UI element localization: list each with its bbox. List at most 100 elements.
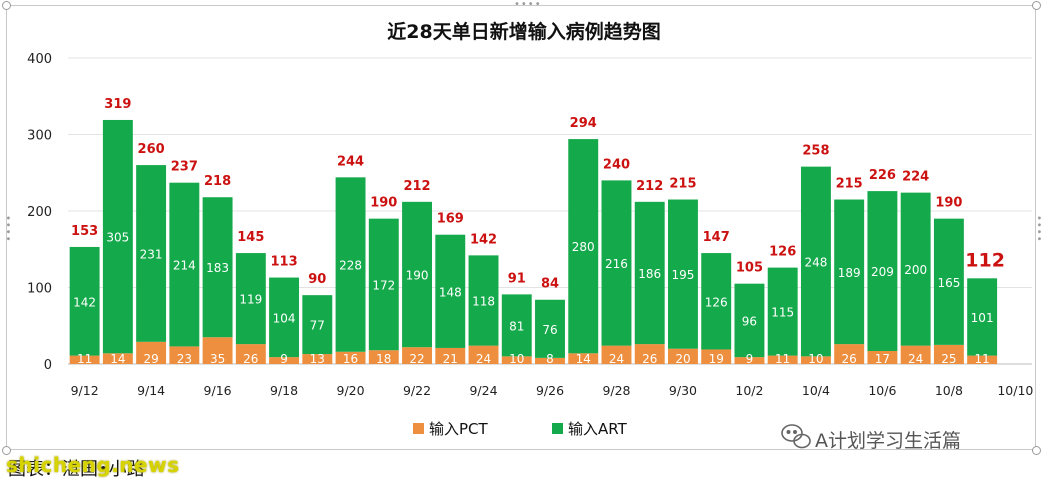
data-label-pct: 14 — [576, 352, 591, 366]
data-label-pct: 11 — [775, 352, 790, 366]
data-label-total: 153 — [71, 224, 98, 239]
data-label-total: 212 — [403, 179, 430, 194]
data-label-art: 104 — [273, 311, 296, 325]
bar-segment-pct — [535, 357, 565, 364]
data-label-art: 195 — [672, 268, 695, 282]
bar-segment-pct — [468, 345, 499, 364]
data-label-total: 218 — [204, 174, 231, 189]
x-tick-label: 10/2 — [735, 383, 763, 398]
data-label-total: 294 — [570, 116, 597, 131]
bar-segment-pct — [102, 353, 133, 364]
resize-handle-top[interactable]: •••• — [514, 0, 542, 10]
data-label-pct: 24 — [476, 352, 491, 366]
data-label-pct: 14 — [110, 352, 125, 366]
resize-handle-right[interactable]: •••• — [1033, 215, 1044, 243]
bar-segment-pct — [402, 347, 432, 364]
bar-segment-pct — [169, 346, 200, 364]
bar-segment-art — [102, 119, 133, 354]
data-label-pct: 26 — [642, 352, 657, 366]
data-label-total: 319 — [104, 97, 131, 112]
data-label-art: 189 — [838, 266, 861, 280]
x-tick-label: 10/6 — [868, 383, 896, 398]
data-label-art: 81 — [509, 319, 524, 333]
bar-segment-art — [69, 246, 100, 356]
legend: 输入PCT 输入ART — [413, 420, 628, 438]
legend-swatch — [413, 423, 424, 434]
data-label-art: 231 — [140, 247, 163, 261]
bar-segment-art — [402, 201, 432, 348]
bar-segment-pct — [368, 350, 399, 364]
bar-segment-pct — [767, 355, 798, 364]
wechat-icon — [781, 424, 811, 449]
resize-handle-left[interactable]: •••• — [2, 215, 13, 243]
bar-segment-art — [767, 267, 798, 356]
bar-segment-art — [335, 177, 366, 352]
x-tick-label: 9/30 — [669, 383, 697, 398]
data-label-pct: 11 — [77, 352, 92, 366]
data-label-art: 172 — [372, 278, 395, 292]
data-label-pct: 11 — [974, 352, 989, 366]
data-label-art: 200 — [904, 263, 927, 277]
bar-segment-pct — [701, 349, 732, 364]
data-label-pct: 13 — [310, 352, 325, 366]
data-label-art: 186 — [638, 267, 661, 281]
x-axis: 9/12 9/14 9/16 9/18 9/20 9/22 9/24 9/26 9/28 9/30… — [71, 383, 1034, 398]
data-label-total: 126 — [769, 245, 796, 260]
data-label-total: 224 — [902, 170, 929, 185]
resize-handle-top-left[interactable] — [2, 1, 11, 10]
bar-segment-art — [967, 278, 998, 356]
chart-title: 近28天单日新增输入病例趋势图 — [387, 20, 660, 43]
data-label-pct: 26 — [243, 352, 258, 366]
data-label-total: 212 — [636, 179, 663, 194]
data-label-pct: 8 — [546, 352, 554, 366]
x-tick-label: 9/16 — [204, 383, 232, 398]
bar-segment-art — [535, 299, 565, 358]
bar-segment-pct — [136, 341, 167, 364]
bar-segment-pct — [335, 351, 366, 364]
bar-segment-art — [601, 180, 632, 346]
bar-segment-pct — [568, 353, 599, 364]
data-label-total: 260 — [138, 142, 165, 157]
data-label-art: 96 — [742, 314, 757, 328]
data-label-pct: 10 — [808, 352, 823, 366]
data-label-pct: 35 — [210, 352, 225, 366]
bar-segment-pct — [435, 347, 466, 364]
bar-segment-art — [800, 166, 831, 357]
legend-swatch — [552, 423, 563, 434]
data-label-pct: 18 — [376, 352, 391, 366]
data-label-art: 183 — [206, 261, 229, 275]
bars — [69, 119, 998, 364]
bar-segment-art — [468, 255, 499, 346]
data-label-pct: 24 — [908, 352, 923, 366]
data-label-total: 169 — [437, 212, 464, 227]
bar-segment-pct — [269, 357, 300, 364]
resize-handle-bottom-left[interactable] — [2, 446, 11, 455]
bar-segment-art — [834, 199, 865, 345]
data-label-total: 244 — [337, 154, 364, 169]
resize-handle-bottom-right[interactable] — [1032, 446, 1041, 455]
bar-segment-pct — [967, 355, 998, 364]
data-label-art: 77 — [310, 319, 325, 333]
y-tick-label: 300 — [27, 129, 52, 144]
resize-handle-top-right[interactable] — [1032, 1, 1041, 10]
data-label-art: 115 — [771, 306, 794, 320]
data-label-pct: 19 — [709, 352, 724, 366]
x-tick-label: 9/22 — [403, 383, 431, 398]
data-labels: 1114215314305319292312602321423735183218… — [71, 97, 1005, 366]
bar-segment-pct — [235, 344, 266, 364]
data-label-total: 258 — [802, 144, 829, 159]
data-label-art: 248 — [804, 255, 827, 269]
data-label-art: 214 — [173, 259, 196, 273]
bar-segment-art — [634, 201, 665, 345]
data-label-art: 76 — [542, 323, 557, 337]
x-tick-label: 9/28 — [602, 383, 630, 398]
data-label-total: 215 — [836, 177, 863, 192]
bar-segment-art — [269, 277, 300, 358]
chart-caption: 图表：湛国•小路 — [8, 459, 145, 480]
x-tick-label: 9/14 — [137, 383, 165, 398]
data-label-total: 112 — [965, 249, 1005, 271]
data-label-total: 226 — [869, 168, 896, 183]
data-label-total: 190 — [370, 196, 397, 211]
bar-segment-pct — [302, 354, 333, 364]
